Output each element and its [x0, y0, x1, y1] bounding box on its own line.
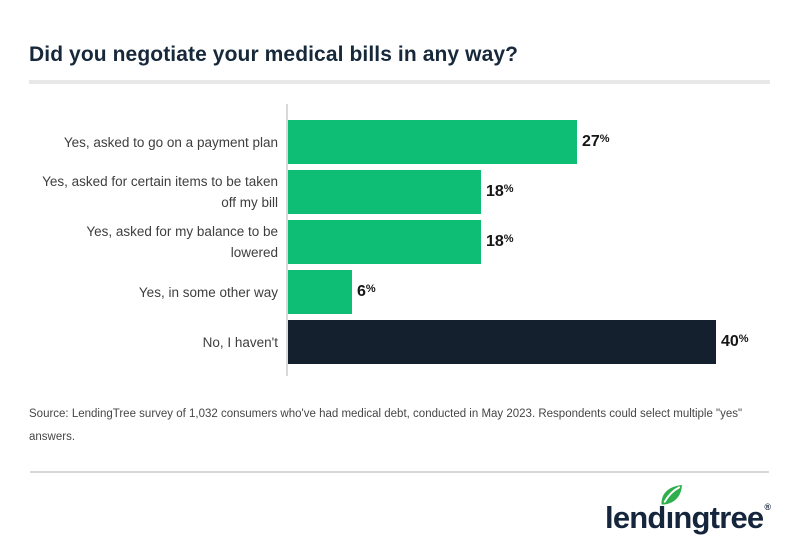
- chart-row: Yes, in some other way 6%: [30, 270, 775, 314]
- bar-track: 18%: [288, 220, 775, 264]
- chart-row: Yes, asked for my balance to be lowered 1…: [30, 220, 775, 264]
- category-label: Yes, asked for certain items to be taken…: [42, 174, 278, 210]
- bar-1: [288, 120, 577, 164]
- chart-row: Yes, asked for certain items to be taken…: [30, 170, 775, 214]
- value-label: 27%: [582, 133, 610, 150]
- source-note: Source: LendingTree survey of 1,032 cons…: [29, 408, 743, 443]
- bar-3: [288, 220, 481, 264]
- category-label: Yes, in some other way: [138, 284, 278, 300]
- bar-track: 27%: [288, 120, 775, 164]
- bar-track: 6%: [288, 270, 775, 314]
- bar-4: [288, 270, 352, 314]
- value-label: 6%: [357, 283, 376, 300]
- value-label: 18%: [486, 233, 514, 250]
- lendingtree-logo: lend ıngtree®: [605, 485, 771, 538]
- value-label: 18%: [486, 183, 514, 200]
- bar-5: [288, 320, 716, 364]
- category-label: Yes, asked for my balance to be lowered: [86, 224, 278, 260]
- bar-track: 40%: [288, 320, 775, 364]
- registered-mark: ®: [764, 502, 771, 512]
- logo-text-lend: lend: [605, 500, 666, 535]
- bar-2: [288, 170, 481, 214]
- bar-track: 18%: [288, 170, 775, 214]
- y-axis-line: [286, 104, 288, 376]
- bar-chart: Yes, asked to go on a payment plan 27% Yes…: [30, 104, 775, 376]
- logo-text-ngtree: ngtree: [673, 500, 764, 535]
- title-divider: [29, 80, 770, 84]
- value-label: 40%: [721, 333, 749, 350]
- chart-row: Yes, asked to go on a payment plan 27%: [30, 120, 775, 164]
- chart-title: Did you negotiate your medical bills in …: [29, 43, 519, 66]
- chart-row: No, I haven't 40%: [30, 320, 775, 364]
- category-label: Yes, asked to go on a payment plan: [63, 134, 278, 150]
- leaf-icon: [661, 485, 682, 505]
- footer-divider: [30, 471, 769, 473]
- category-label: No, I haven't: [202, 334, 278, 350]
- logo-letter-i: ı: [661, 485, 682, 538]
